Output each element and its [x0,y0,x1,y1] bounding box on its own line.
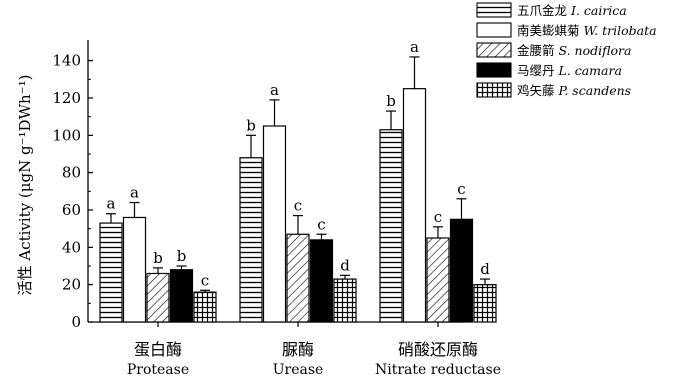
legend-swatch [476,42,512,58]
legend-name-zh: 南美蟛蜞菊 [517,23,583,38]
legend-entry: 金腰箭 S. nodiflora [517,43,631,58]
y-tick-label: 140 [52,52,81,70]
significance-letter: c [457,180,465,198]
y-tick-label: 120 [52,89,81,107]
significance-letter: d [340,256,350,274]
y-tick-label: 0 [71,313,81,331]
x-tick-label-zh: 硝酸还原酶 [398,340,478,359]
x-tick-label-zh: 脲酶 [282,340,314,359]
x-tick-label-en: Nitrate reductase [375,362,501,378]
y-tick-label: 20 [62,276,81,294]
legend-entry: 马缨丹 L. camara [517,63,622,78]
axes: 0 20 40 60 80 100 120 140 蛋白酶 Protease 脲酶 Urease 硝酸还… [52,40,501,378]
significance-letter: c [434,208,442,226]
significance-letter: a [270,81,279,99]
bar [379,129,403,323]
x-tick-label-en: Protease [127,362,189,378]
legend-entry: 五爪金龙 I. cairica [517,3,627,18]
bar [122,216,147,323]
y-axis-label: 活性 Activity (μgN g⁻¹DWh⁻¹) [16,75,34,296]
y-tick-label: 100 [52,126,81,144]
legend-name-sci: L. camara [557,63,621,78]
legend-swatch [476,2,512,18]
bar [309,239,334,323]
bar [193,291,217,323]
significance-letter: b [177,247,187,265]
bar [99,222,123,323]
legend-name-sci: W. trilobata [583,23,656,38]
x-tick-label-zh: 蛋白酶 [134,340,182,359]
bar [286,233,310,323]
legend-name-zh: 金腰箭 [517,43,558,58]
significance-letter: b [386,92,396,110]
legend-swatch [476,62,512,78]
significance-letter: a [410,38,419,56]
bar [426,237,450,323]
bar [473,284,497,323]
legend-name-sci: I. cairica [570,3,627,18]
bar [146,272,170,323]
bar [239,157,263,323]
y-tick-label: 80 [62,164,81,182]
bar [262,125,287,323]
bar [449,218,474,323]
significance-letter: b [153,249,163,267]
legend-name-sci: S. nodiflora [558,43,631,58]
legend-name-zh: 鸡矢藤 [517,83,558,98]
significance-letter: c [201,271,209,289]
legend: 五爪金龙 I. cairica 南美蟛蜞菊 W. trilobata 金腰箭 S. … [476,2,657,98]
legend-entry: 鸡矢藤 P. scandens [517,83,631,98]
significance-letter: d [480,260,490,278]
legend-name-zh: 马缨丹 [517,63,558,78]
legend-swatch [476,22,512,38]
significance-letter: c [317,215,325,233]
significance-letter: c [294,197,302,215]
significance-letter: a [107,195,116,213]
x-tick-label-en: Urease [273,362,324,378]
significance-letter: b [246,116,256,134]
legend-swatch [476,82,512,98]
significance-letter: a [130,184,139,202]
legend-name-sci: P. scandens [557,83,631,98]
y-tick-label: 40 [62,238,81,256]
y-tick-label: 60 [62,201,81,219]
bar [333,278,357,323]
legend-name-zh: 五爪金龙 [517,3,571,18]
legend-entry: 南美蟛蜞菊 W. trilobata [517,23,657,38]
bar [169,269,194,323]
bar [402,88,427,323]
